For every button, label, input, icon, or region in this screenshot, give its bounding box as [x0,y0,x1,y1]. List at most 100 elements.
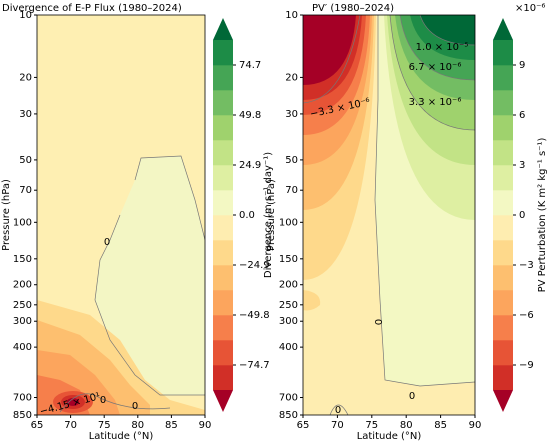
contour-label: 0 [372,319,383,325]
colorbar-tick-label: −9 [519,360,534,371]
contour-label: 1.0 × 10⁻⁵ [416,42,469,53]
colorbar-band [493,190,513,216]
colorbar-label: Divergence (m s⁻¹ day⁻¹) [263,152,274,278]
contour-label: 0 [335,405,341,416]
x-tick-label: 80 [131,420,144,431]
y-tick-label: 700 [279,393,298,404]
colorbar-tick-label: −49.8 [239,310,270,321]
contour-label: 0 [132,401,138,412]
x-tick-label: 75 [365,420,378,431]
y-tick-label: 150 [279,254,298,265]
field-left [37,15,205,415]
colorbar-band [493,140,513,166]
y-tick-label: 70 [19,185,32,196]
colorbar-band [493,40,513,66]
colorbar-offset: ×10⁻⁶ [515,3,545,14]
y-tick-label: 300 [13,316,32,327]
contour-label: 0 [409,391,415,402]
y-tick-label: 200 [13,280,32,291]
x-tick-label: 90 [469,420,482,431]
colorbar-band [493,90,513,116]
y-tick-label: 50 [285,155,298,166]
colorbar-band [213,290,233,316]
colorbar-tick-label: 0.0 [239,210,255,221]
colorbar-extend [493,18,513,40]
colorbar-label: PV Perturbation (K m² kg⁻¹ s⁻¹) [537,138,548,293]
colorbar-band [493,290,513,316]
axes-frame [302,14,476,416]
title: PV′ (1980–2024) [312,3,394,14]
contour-label: 0 [100,395,106,406]
colorbar-tick-label: 49.8 [239,110,261,121]
y-axis-label: Pressure (hPa) [266,179,277,251]
colorbar-tick-label: −74.7 [239,360,270,371]
y-tick-label: 10 [19,10,32,21]
colorbar-band [213,215,233,241]
field-right [303,15,475,415]
y-tick-label: 20 [19,72,32,83]
colorbar-band [493,265,513,291]
y-tick-label: 10 [285,10,298,21]
y-tick-label: 400 [13,342,32,353]
x-tick-label: 65 [297,420,310,431]
y-tick-label: 100 [279,217,298,228]
x-tick-label: 85 [434,420,447,431]
y-tick-label: 70 [285,185,298,196]
colorbar-tick-label: 74.7 [239,60,261,71]
colorbar-band [493,365,513,391]
colorbar-band [213,40,233,66]
y-tick-label: 300 [279,316,298,327]
contour-label: 0 [104,237,110,248]
y-tick-label: 200 [279,280,298,291]
y-tick-label: 850 [13,410,32,421]
y-tick-label: 30 [285,109,298,120]
axes-frame [36,14,206,416]
x-tick-label: 75 [98,420,111,431]
colorbar-band [493,115,513,141]
x-tick-label: 80 [400,420,413,431]
colorbar-extend [213,390,233,412]
x-tick-label: 70 [64,420,77,431]
colorbar-band [213,140,233,166]
y-tick-label: 30 [19,109,32,120]
colorbar-tick-label: 24.9 [239,160,261,171]
colorbar-extend [213,18,233,40]
y-tick-label: 100 [13,217,32,228]
y-tick-label: 150 [13,254,32,265]
colorbar-tick-label: 0 [519,210,525,221]
y-tick-label: 20 [285,72,298,83]
y-tick-label: 700 [13,393,32,404]
colorbar-band [493,240,513,266]
y-tick-label: 850 [279,410,298,421]
colorbar-band [213,190,233,216]
colorbar-band [213,265,233,291]
title: Divergence of E-P Flux (1980–2024) [2,3,182,14]
x-tick-label: 70 [331,420,344,431]
colorbar-band [493,165,513,191]
colorbar-band [493,315,513,341]
x-axis-label: Latitude (°N) [357,431,422,442]
colorbar-tick-label: 3 [519,160,525,171]
colorbar-tick-label: 6 [519,110,525,121]
colorbar-band [213,365,233,391]
colorbar-extend [493,390,513,412]
colorbar-tick-label: −6 [519,310,534,321]
y-axis-label: Pressure (hPa) [1,179,12,251]
colorbar-band [213,340,233,366]
contour-label: 6.7 × 10⁻⁶ [409,62,462,73]
colorbar-tick-label: −24.9 [239,260,270,271]
colorbar-band [213,165,233,191]
colorbar-band [213,315,233,341]
colorbar-band [213,240,233,266]
x-tick-label: 85 [165,420,178,431]
colorbar-tick-label: −3 [519,260,534,271]
colorbar-band [213,115,233,141]
y-tick-label: 400 [279,342,298,353]
x-tick-label: 90 [199,420,212,431]
colorbar-band [213,65,233,91]
colorbar-band [493,65,513,91]
colorbar-tick-label: 9 [519,60,525,71]
y-tick-label: 50 [19,155,32,166]
colorbar-band [493,215,513,241]
